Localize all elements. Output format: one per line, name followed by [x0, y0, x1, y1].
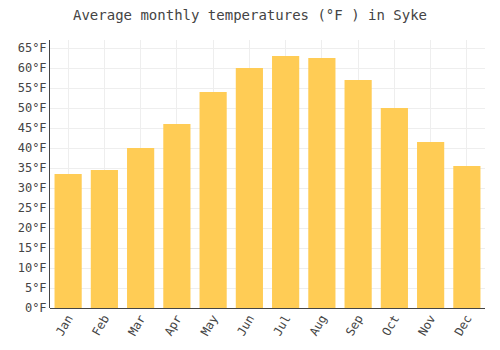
- svg-text:Mar: Mar: [125, 313, 148, 339]
- svg-text:45°F: 45°F: [18, 121, 47, 135]
- svg-text:15°F: 15°F: [18, 241, 47, 255]
- svg-text:Jul: Jul: [270, 313, 293, 339]
- svg-text:10°F: 10°F: [18, 261, 47, 275]
- svg-text:60°F: 60°F: [18, 61, 47, 75]
- svg-text:May: May: [198, 313, 221, 339]
- svg-text:55°F: 55°F: [18, 81, 47, 95]
- svg-text:5°F: 5°F: [25, 281, 47, 295]
- svg-text:50°F: 50°F: [18, 101, 47, 115]
- svg-text:65°F: 65°F: [18, 41, 47, 55]
- svg-text:Nov: Nov: [415, 313, 438, 339]
- svg-text:Sep: Sep: [343, 313, 366, 339]
- svg-text:Average monthly temperatures (: Average monthly temperatures (°F ) in Sy…: [73, 7, 427, 23]
- svg-text:30°F: 30°F: [18, 181, 47, 195]
- svg-text:25°F: 25°F: [18, 201, 47, 215]
- svg-text:35°F: 35°F: [18, 161, 47, 175]
- svg-text:20°F: 20°F: [18, 221, 47, 235]
- svg-text:Apr: Apr: [162, 313, 185, 339]
- svg-text:Aug: Aug: [307, 313, 330, 339]
- svg-text:40°F: 40°F: [18, 141, 47, 155]
- svg-text:Jun: Jun: [234, 313, 257, 339]
- svg-text:Oct: Oct: [379, 313, 402, 339]
- svg-text:0°F: 0°F: [25, 301, 47, 315]
- svg-text:Feb: Feb: [89, 313, 112, 339]
- svg-text:Dec: Dec: [452, 313, 475, 339]
- svg-text:Jan: Jan: [53, 313, 76, 339]
